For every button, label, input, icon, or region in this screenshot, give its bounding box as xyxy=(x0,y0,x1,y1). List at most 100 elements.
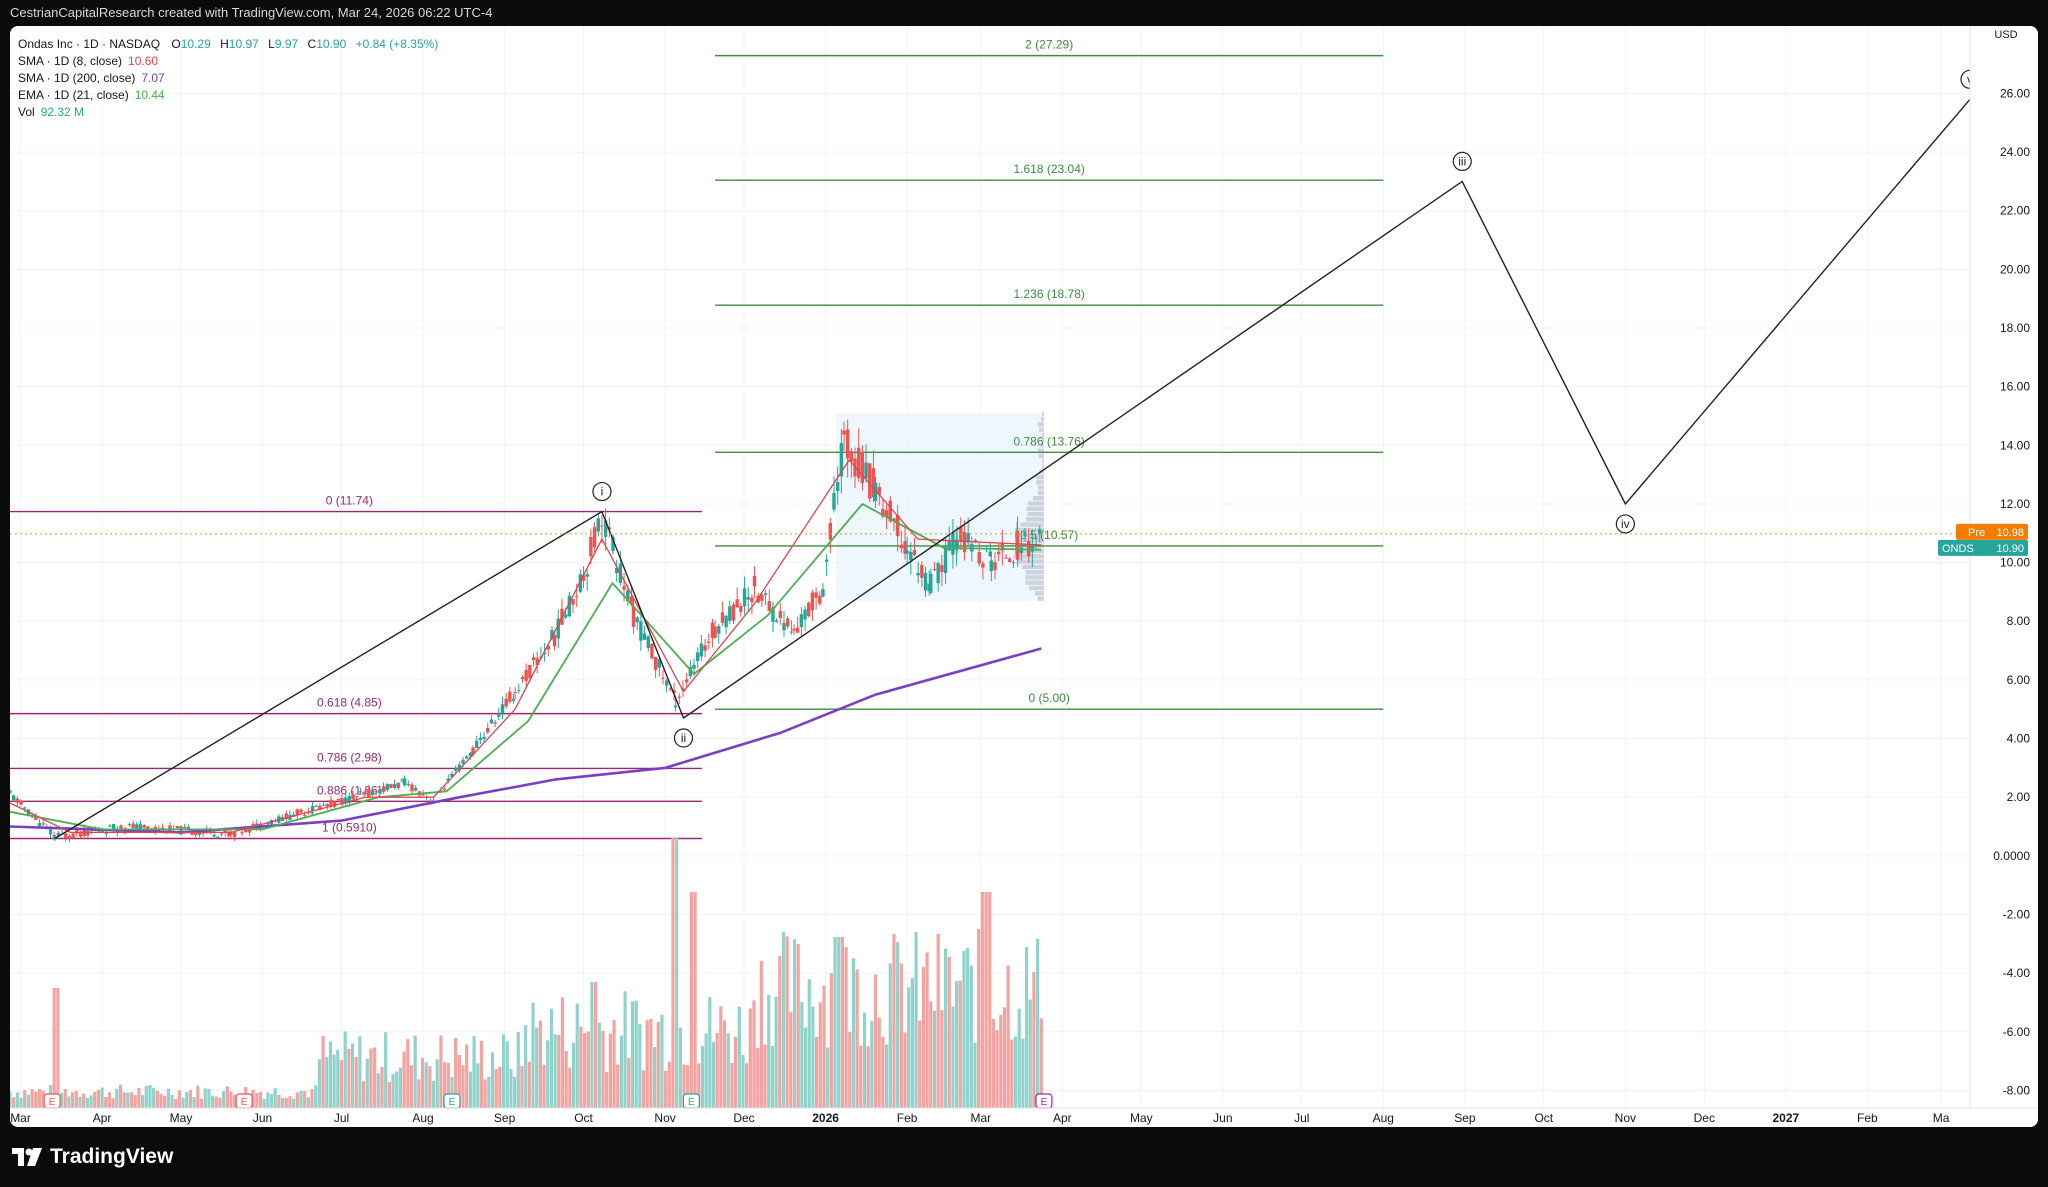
legend-symbol-row[interactable]: Ondas Inc · 1D · NASDAQ O10.29 H10.97 L9… xyxy=(18,36,438,53)
volume-bar xyxy=(531,1002,535,1108)
candle-body xyxy=(1015,531,1020,560)
volume-bar xyxy=(159,1094,163,1108)
candle-body xyxy=(223,829,227,833)
candle-body xyxy=(542,652,547,654)
volume-bar xyxy=(354,1056,358,1108)
volume-bar xyxy=(82,1093,86,1108)
y-tick-label: 16.00 xyxy=(2000,380,2030,394)
fib-level-label: 1.618 (23.04) xyxy=(1013,162,1084,176)
symbol-line: Ondas Inc · 1D · NASDAQ xyxy=(18,37,161,51)
volume-bar xyxy=(918,1020,922,1108)
profile-bar xyxy=(1016,559,1044,564)
candle-body xyxy=(351,794,355,800)
candle-body xyxy=(104,832,108,834)
volume-bar xyxy=(185,1092,189,1108)
volume-bar xyxy=(325,1057,329,1108)
profile-bar xyxy=(1041,432,1044,438)
volume-bar xyxy=(549,1008,554,1108)
x-tick-label: 2026 xyxy=(812,1111,839,1125)
candle-body xyxy=(884,510,889,517)
fib-level-label: 1 (0.5910) xyxy=(322,820,377,834)
candle-body xyxy=(355,796,359,798)
chart-panel[interactable]: 0 (11.74) 0.618 (4.85) 0.786 (2.98) 0.886 (… xyxy=(10,26,2038,1127)
volume-bar xyxy=(527,1061,531,1108)
volume-bar xyxy=(862,1012,867,1108)
volume-bar xyxy=(671,838,675,1108)
x-tick-label: Feb xyxy=(897,1111,918,1125)
y-tick-label: 6.00 xyxy=(2007,673,2031,687)
candle-body xyxy=(389,783,393,789)
candle-body xyxy=(175,825,180,828)
volume-bar xyxy=(196,1085,200,1108)
ohlc-high-value: 10.97 xyxy=(228,37,259,51)
price-axis xyxy=(1970,26,2038,1127)
x-tick-label: Feb xyxy=(1857,1111,1878,1125)
volume-bar xyxy=(792,939,797,1108)
candle-body xyxy=(219,833,224,835)
volume-bar xyxy=(85,1097,89,1108)
volume-bar xyxy=(277,1094,281,1108)
volume-bar xyxy=(472,1036,476,1108)
legend-indicator-volume[interactable]: Vol 92.32 M xyxy=(18,104,438,121)
candle-body xyxy=(1000,542,1005,551)
volume-bar xyxy=(899,963,903,1108)
volume-bars xyxy=(10,838,1043,1108)
volume-bar xyxy=(641,1070,646,1108)
candle-body xyxy=(684,679,689,683)
volume-bar xyxy=(564,1051,568,1108)
candle-body xyxy=(37,823,42,827)
candle-body xyxy=(146,826,150,830)
candle-body xyxy=(821,589,825,597)
candle-body xyxy=(603,520,608,537)
volume-bar xyxy=(851,958,856,1108)
legend-indicator-sma8[interactable]: SMA · 1D (8, close) 10.60 xyxy=(18,53,438,70)
candle-body xyxy=(988,551,992,557)
volume-bar xyxy=(586,1031,590,1108)
candle-body xyxy=(673,705,678,708)
volume-bar xyxy=(505,1041,509,1108)
fib-extension-right: 2 (27.29) 1.618 (23.04) 1.236 (18.78) 0.786… xyxy=(715,38,1384,710)
volume-bar xyxy=(509,1069,513,1108)
legend-indicator-sma200[interactable]: SMA · 1D (200, close) 7.07 xyxy=(18,70,438,87)
volume-bar xyxy=(299,1090,303,1108)
fib-level-label: 0 (11.74) xyxy=(326,494,373,508)
wave-label-iii: iii xyxy=(1458,154,1466,168)
candle-body xyxy=(310,805,315,811)
last-price-badge-value: 10.90 xyxy=(1996,543,2024,555)
candle-body xyxy=(546,645,550,650)
volume-bar xyxy=(133,1095,137,1108)
volume-bar xyxy=(623,991,627,1108)
volume-bar xyxy=(461,1065,465,1108)
candle-body xyxy=(962,531,967,553)
volume-bar xyxy=(1017,1008,1021,1108)
volume-bar xyxy=(844,947,848,1108)
volume-bar xyxy=(12,1097,16,1108)
profile-bar xyxy=(1041,459,1044,464)
legend-indicator-ema21[interactable]: EMA · 1D (21, close) 10.44 xyxy=(18,87,438,104)
profile-bar xyxy=(1039,427,1044,432)
volume-bar xyxy=(373,1047,377,1108)
volume-bar xyxy=(303,1091,307,1108)
candle-body xyxy=(363,791,367,793)
candle-body xyxy=(406,783,411,785)
candle-body xyxy=(302,815,307,817)
candle-body xyxy=(329,799,333,807)
candle-body xyxy=(581,575,586,581)
volume-bar xyxy=(454,1038,458,1108)
profile-bar xyxy=(1014,532,1044,538)
pre-market-badge xyxy=(1956,523,2028,540)
volume-bar xyxy=(767,994,771,1108)
candle-body xyxy=(735,599,739,608)
volume-bar xyxy=(560,997,565,1108)
pre-market-badge-value: 10.98 xyxy=(1996,527,2024,539)
candle-body xyxy=(940,565,944,573)
candle-body xyxy=(186,826,191,829)
tradingview-logo[interactable]: TradingView xyxy=(12,1145,173,1169)
candle-body xyxy=(760,594,764,601)
candle-body xyxy=(428,800,433,802)
price-chart[interactable]: 0 (11.74)0.618 (4.85)0.786 (2.98)0.886 (… xyxy=(10,26,2038,1127)
volume-bar xyxy=(347,1048,351,1108)
candle-body xyxy=(400,779,404,781)
volume-bar xyxy=(638,1024,642,1108)
candle-body xyxy=(912,549,917,555)
